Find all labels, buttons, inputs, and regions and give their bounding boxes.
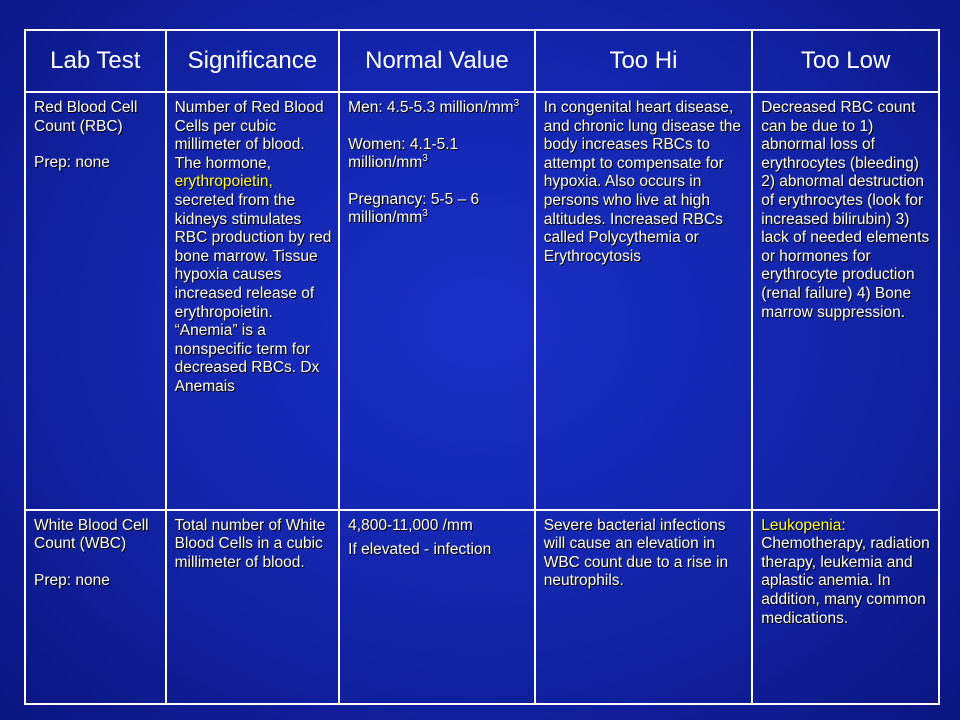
header-lab-test: Lab Test (24, 28, 167, 94)
rbc-normal-pregnancy: Pregnancy: 5-5 – 6 million/mm3 (348, 190, 480, 227)
table-row-wbc: White Blood Cell Count (WBC) Prep: none … (24, 508, 940, 706)
wbc-prep: Prep: none (34, 571, 110, 589)
wbc-too-hi-text: Severe bacterial infections will cause a… (543, 516, 729, 590)
wbc-significance-cell: Total number of White Blood Cells in a c… (164, 508, 341, 706)
rbc-normal-women: Women: 4.1-5.1 million/mm3 (348, 135, 459, 172)
rbc-significance-text-2: secreted from the kidneys stimulates RBC… (174, 192, 332, 395)
rbc-significance-cell: Number of Red Blood Cells per cubic mill… (164, 91, 341, 511)
wbc-normal-value-cell: 4,800-11,000 /mm If elevated - infection (338, 508, 536, 706)
wbc-too-low-highlight: Leukopenia (761, 516, 842, 534)
rbc-normal-value-cell: Men: 4.5-5.3 million/mm3 Women: 4.1-5.1 … (338, 91, 536, 511)
rbc-significance-highlight: erythropoietin, (174, 173, 273, 191)
wbc-too-hi-cell: Severe bacterial infections will cause a… (533, 508, 754, 706)
rbc-too-low-cell: Decreased RBC count can be due to 1) abn… (751, 91, 940, 511)
rbc-too-hi-cell: In congenital heart disease, and chronic… (533, 91, 754, 511)
header-row: Lab Test Significance Normal Value Too H… (24, 28, 940, 94)
wbc-too-low-cell: Leukopenia: Chemotherapy, radiation ther… (751, 508, 940, 706)
wbc-significance-text: Total number of White Blood Cells in a c… (174, 516, 326, 571)
table-row-rbc: Red Blood Cell Count (RBC) Prep: none Nu… (24, 91, 940, 511)
rbc-test-name: Red Blood Cell Count (RBC) (34, 99, 138, 135)
rbc-prep: Prep: none (34, 154, 110, 172)
rbc-too-low-text: Decreased RBC count can be due to 1) abn… (761, 99, 930, 321)
header-too-low: Too Low (751, 28, 940, 94)
wbc-test-name: White Blood Cell Count (WBC) (34, 516, 149, 553)
wbc-too-low-text: : Chemotherapy, radiation therapy, leuke… (761, 516, 930, 627)
lab-test-table: Lab Test Significance Normal Value Too H… (24, 28, 940, 706)
header-significance: Significance (164, 28, 341, 94)
header-too-hi: Too Hi (533, 28, 754, 94)
rbc-too-hi-text: In congenital heart disease, and chronic… (543, 99, 742, 265)
wbc-normal-note: If elevated - infection (348, 541, 492, 559)
rbc-normal-men: Men: 4.5-5.3 million/mm3 (348, 97, 520, 117)
header-normal-value: Normal Value (338, 28, 536, 94)
wbc-lab-test-cell: White Blood Cell Count (WBC) Prep: none (24, 508, 167, 706)
wbc-normal-range: 4,800-11,000 /mm (348, 516, 473, 534)
rbc-significance-text-1: Number of Red Blood Cells per cubic mill… (174, 99, 324, 172)
rbc-lab-test-cell: Red Blood Cell Count (RBC) Prep: none (24, 91, 167, 511)
